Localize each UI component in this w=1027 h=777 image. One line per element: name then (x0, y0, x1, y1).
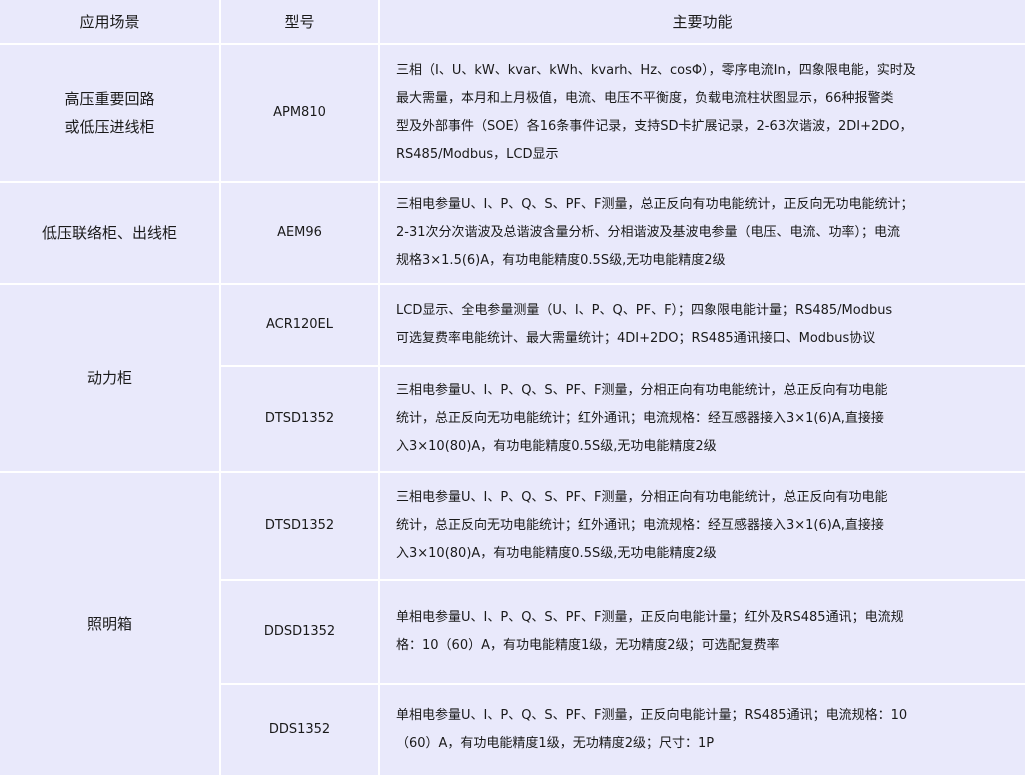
scene-cell: 低压联络柜、出线柜 (0, 183, 219, 283)
features-cell: 三相（I、U、kW、kvar、kWh、kvarh、Hz、cosΦ），零序电流In… (380, 45, 1025, 181)
model-cell: DTSD1352 (221, 367, 378, 471)
table-row: 低压联络柜、出线柜 AEM96 三相电参量U、I、P、Q、S、PF、F测量，总正… (0, 183, 1025, 283)
model-cell: DDSD1352 (221, 581, 378, 683)
model-cell: DDS1352 (221, 685, 378, 775)
table-row: DDS1352 单相电参量U、I、P、Q、S、PF、F测量，正反向电能计量；RS… (0, 685, 1025, 775)
table-row: 高压重要回路 或低压进线柜 APM810 三相（I、U、kW、kvar、kWh、… (0, 45, 1025, 181)
header-row: 应用场景 型号 主要功能 (0, 0, 1025, 43)
features-cell: 三相电参量U、I、P、Q、S、PF、F测量，分相正向有功电能统计，总正反向有功电… (380, 473, 1025, 579)
table-row: 照明箱 DTSD1352 三相电参量U、I、P、Q、S、PF、F测量，分相正向有… (0, 473, 1025, 775)
features-cell: 三相电参量U、I、P、Q、S、PF、F测量，总正反向有功电能统计，正反向无功电能… (380, 183, 1025, 283)
model-cell: ACR120EL (221, 285, 378, 365)
features-cell: LCD显示、全电参量测量（U、I、P、Q、PF、F）；四象限电能计量；RS485… (380, 285, 1025, 365)
model-cell: APM810 (221, 45, 378, 181)
features-cell: 三相电参量U、I、P、Q、S、PF、F测量，分相正向有功电能统计，总正反向有功电… (380, 367, 1025, 471)
table-row: DTSD1352 三相电参量U、I、P、Q、S、PF、F测量，分相正向有功电能统… (0, 367, 1025, 471)
header-model: 型号 (221, 0, 378, 43)
table-row: DDSD1352 单相电参量U、I、P、Q、S、PF、F测量，正反向电能计量；红… (0, 581, 1025, 683)
model-cell: AEM96 (221, 183, 378, 283)
table-row: 动力柜 ACR120EL LCD显示、全电参量测量（U、I、P、Q、PF、F）；… (0, 285, 1025, 471)
model-cell: DTSD1352 (221, 473, 378, 579)
scene-cell: 高压重要回路 或低压进线柜 (0, 45, 219, 181)
features-cell: 单相电参量U、I、P、Q、S、PF、F测量，正反向电能计量；RS485通讯；电流… (380, 685, 1025, 775)
features-cell: 单相电参量U、I、P、Q、S、PF、F测量，正反向电能计量；红外及RS485通讯… (380, 581, 1025, 683)
header-scene: 应用场景 (0, 0, 219, 43)
header-features: 主要功能 (380, 0, 1025, 43)
scene-cell: 动力柜 (0, 285, 219, 471)
scene-cell: 照明箱 (0, 473, 219, 775)
